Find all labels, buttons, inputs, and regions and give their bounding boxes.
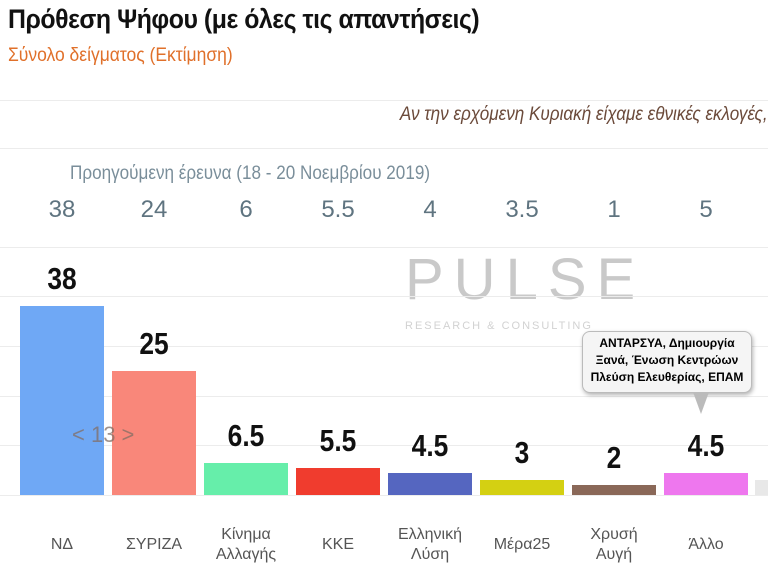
value-label: 38 (47, 261, 77, 297)
value-label: 6.5 (227, 417, 265, 453)
previous-value: 4 (423, 196, 437, 223)
gridline (0, 345, 768, 347)
gridline (0, 148, 768, 149)
previous-value: 1 (607, 196, 621, 223)
previous-value: 5.5 (321, 196, 355, 223)
category-label: Χρυσή Αυγή (590, 526, 638, 563)
category-label: Κίνημα Αλλαγής (215, 526, 277, 563)
gridline (0, 445, 768, 447)
gridline (0, 100, 768, 101)
category-label: Μέρα25 (493, 536, 551, 553)
pulse-watermark-tagline: RESEARCH & CONSULTING (405, 320, 593, 332)
bar (572, 485, 656, 495)
value-label: 2 (606, 440, 622, 476)
category-label: Ελληνική Λύση (397, 526, 463, 563)
page-nav[interactable]: < 13 > (72, 422, 135, 447)
category-label: ΚΚΕ (321, 536, 354, 553)
previous-value: 3.5 (505, 196, 539, 223)
gridline (0, 395, 768, 397)
pulse-watermark-logo: PULSE (405, 247, 646, 312)
gridline (0, 296, 768, 298)
bar (664, 472, 748, 495)
category-label: Άλλο (688, 536, 724, 553)
question-text: Αν την ερχόμενη Κυριακή είχαμε εθνικές ε… (400, 104, 768, 125)
gridline (0, 246, 768, 248)
other-parties-callout: ΑΝΤΑΡΣΥΑ, Δημιουργία Ξανά, Ένωση Κεντρώω… (582, 331, 752, 393)
value-label: 4.5 (411, 427, 449, 463)
value-label: 4.5 (687, 427, 725, 463)
bar (204, 462, 288, 495)
previous-value: 5 (699, 196, 713, 223)
bar (296, 467, 380, 495)
previous-value: 6 (239, 196, 253, 223)
bar (388, 472, 472, 495)
previous-value: 24 (140, 196, 168, 223)
value-label: 3 (514, 435, 530, 471)
previous-survey-label: Προηγούμενη έρευνα (18 - 20 Νοεμβρίου 20… (70, 163, 431, 184)
bar (20, 306, 104, 495)
previous-value: 38 (48, 196, 76, 223)
bar-partial (755, 480, 768, 495)
chart-title: Πρόθεση Ψήφου (με όλες τις απαντήσεις) (8, 4, 480, 34)
bar (480, 480, 564, 495)
bar (112, 370, 196, 495)
category-label: ΣΥΡΙΖΑ (125, 536, 183, 553)
gridline (0, 495, 768, 496)
chart-subtitle: Σύνολο δείγματος (Εκτίμηση) (8, 45, 233, 66)
value-label: 25 (139, 325, 169, 361)
callout-pointer (693, 392, 709, 414)
category-label: ΝΔ (50, 536, 74, 553)
value-label: 5.5 (319, 422, 357, 458)
